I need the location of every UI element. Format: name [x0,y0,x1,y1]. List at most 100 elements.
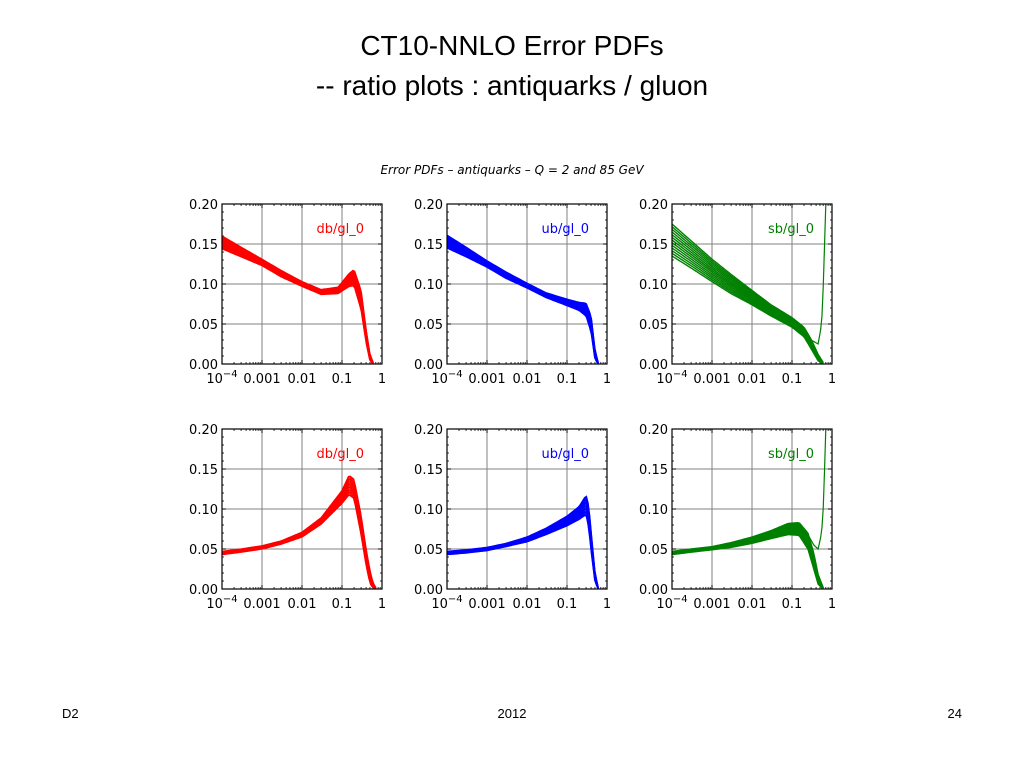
x-tick-label: 1 [603,597,611,612]
chart-panel-1: 0.00 0.05 0.10 0.15 0.20 10−4 0.001 0.01 0.1 1 db/… [189,198,386,387]
curve-bundle [447,495,599,589]
footer-right: 24 [947,706,962,721]
y-tick-label: 0.00 [189,583,218,598]
plot-frame [671,203,833,365]
y-tick-label: 0.05 [414,543,443,558]
y-tick-label: 0.05 [414,318,443,333]
series-label: sb/gl_0 [768,222,814,237]
y-tick-label: 0.15 [189,463,218,478]
y-tick-label: 0.10 [414,278,443,293]
y-tick-label: 0.10 [189,278,218,293]
x-tick-label: 1 [828,597,836,612]
error-pdf-curve [222,475,377,588]
x-tick-label: 10−4 [206,369,237,387]
chart-panel-3: 0.00 0.05 0.10 0.15 0.20 10−4 0.001 0.01 0.1 1 sb/… [639,198,836,387]
x-tick-label: 0.01 [738,597,767,612]
x-tick-label: 10−4 [431,369,462,387]
slide-title: CT10-NNLO Error PDFs -- ratio plots : an… [0,26,1024,106]
chart-panel-2: 0.00 0.05 0.10 0.15 0.20 10−4 0.001 0.01 0.1 1 ub/… [414,198,611,387]
series-label: ub/gl_0 [541,447,589,462]
plot-frame [221,428,383,590]
y-tick-label: 0.15 [639,238,668,253]
y-tick-label: 0.20 [639,198,668,213]
series-label: ub/gl_0 [541,222,589,237]
series-label: sb/gl_0 [768,447,814,462]
x-tick-label: 0.01 [738,372,767,387]
y-tick-label: 0.20 [189,423,218,438]
x-tick-label: 0.1 [782,597,803,612]
y-tick-label: 0.10 [639,503,668,518]
x-tick-label: 0.1 [332,597,353,612]
chart-panel-4: 0.00 0.05 0.10 0.15 0.20 10−4 0.001 0.01 0.1 1 db/… [189,423,386,612]
x-tick-label: 0.1 [782,372,803,387]
plot-frame [671,428,833,590]
y-tick-label: 0.20 [639,423,668,438]
y-tick-label: 0.00 [639,583,668,598]
x-tick-label: 10−4 [656,369,687,387]
x-tick-label: 0.1 [332,372,353,387]
error-pdf-curve [222,235,374,363]
y-tick-label: 0.10 [639,278,668,293]
y-tick-label: 0.20 [189,198,218,213]
y-tick-label: 0.05 [639,543,668,558]
x-tick-label: 0.1 [557,597,578,612]
x-tick-label: 1 [603,372,611,387]
y-tick-label: 0.10 [414,503,443,518]
y-tick-label: 0.05 [189,318,218,333]
y-tick-label: 0.00 [414,358,443,373]
x-tick-label: 0.001 [468,372,505,387]
x-tick-label: 0.001 [243,597,280,612]
curve-bundle [672,204,827,364]
error-pdf-curve [447,234,599,363]
y-tick-label: 0.15 [414,238,443,253]
x-tick-label: 1 [378,372,386,387]
curve-bundle [222,235,374,364]
y-tick-label: 0.00 [414,583,443,598]
curve-bundle [222,475,377,589]
x-tick-label: 0.001 [243,372,280,387]
x-tick-label: 0.01 [513,372,542,387]
x-tick-label: 0.001 [693,372,730,387]
chart-panel-5: 0.00 0.05 0.10 0.15 0.20 10−4 0.001 0.01 0.1 1 ub/… [414,423,611,612]
y-tick-label: 0.20 [414,423,443,438]
y-tick-label: 0.00 [639,358,668,373]
curve-bundle [447,234,599,364]
x-tick-label: 0.001 [693,597,730,612]
y-tick-label: 0.00 [189,358,218,373]
y-tick-label: 0.15 [189,238,218,253]
x-tick-label: 0.01 [288,597,317,612]
error-pdf-curve [672,521,824,588]
series-label: db/gl_0 [316,447,364,462]
error-pdf-curve [447,495,599,588]
figure-title: Error PDFs – antiquarks – Q = 2 and 85 G… [380,163,644,177]
plot-frame [446,428,608,590]
x-tick-label: 0.01 [288,372,317,387]
slide-title-line-1: CT10-NNLO Error PDFs [360,30,664,61]
series-label: db/gl_0 [316,222,364,237]
error-pdf-curve [672,223,824,363]
curve-bundle [672,429,827,589]
outlier-curve [672,429,827,554]
outlier-curve [672,204,827,345]
x-tick-label: 10−4 [431,594,462,612]
x-tick-label: 10−4 [206,594,237,612]
y-tick-label: 0.15 [414,463,443,478]
footer-left: D2 [62,706,79,721]
footer-center: 2012 [497,706,527,721]
x-tick-label: 0.001 [468,597,505,612]
x-tick-label: 0.01 [513,597,542,612]
y-tick-label: 0.10 [189,503,218,518]
y-tick-label: 0.20 [414,198,443,213]
x-tick-label: 1 [828,372,836,387]
plot-frame [221,203,383,365]
slide-title-line-2: -- ratio plots : antiquarks / gluon [315,70,709,101]
y-tick-label: 0.15 [639,463,668,478]
x-tick-label: 10−4 [656,594,687,612]
y-tick-label: 0.05 [189,543,218,558]
x-tick-label: 1 [378,597,386,612]
plot-frame [446,203,608,365]
x-tick-label: 0.1 [557,372,578,387]
chart-panel-6: 0.00 0.05 0.10 0.15 0.20 10−4 0.001 0.01 0.1 1 sb/… [639,423,836,612]
